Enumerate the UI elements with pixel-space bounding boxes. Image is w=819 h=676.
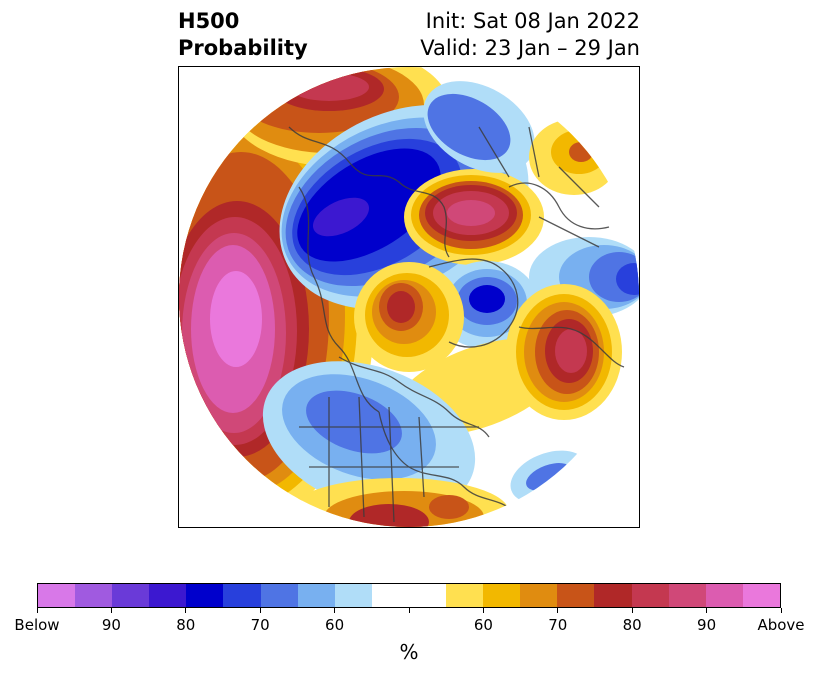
colorbar — [37, 583, 781, 608]
colorbar-segment — [260, 584, 298, 607]
colorbar-tick-label: 90 — [697, 616, 717, 634]
colorbar-tick-label: 80 — [176, 616, 196, 634]
scandinavia-above-anomaly — [529, 119, 619, 195]
colorbar-segment — [520, 584, 558, 607]
colorbar-tick — [185, 608, 187, 613]
colorbar-tick — [706, 608, 708, 613]
colorbar-tick-label: Below — [14, 616, 60, 634]
valid-range: Valid: 23 Jan – 29 Jan — [420, 36, 640, 60]
colorbar-tick — [334, 608, 336, 613]
colorbar-segment — [297, 584, 335, 607]
init-date: Init: Sat 08 Jan 2022 — [425, 9, 640, 33]
probability-map-svg — [179, 67, 639, 527]
colorbar-segment — [112, 584, 150, 607]
colorbar-tick — [259, 608, 261, 613]
colorbar-segment — [668, 584, 706, 607]
colorbar-tick — [557, 608, 559, 613]
colorbar-tick-label: 70 — [250, 616, 270, 634]
colorbar-segment — [186, 584, 224, 607]
polar-map — [178, 66, 640, 528]
colorbar-segment — [334, 584, 372, 607]
colorbar-tick-label: 60 — [325, 616, 345, 634]
colorbar-tick-label: 70 — [548, 616, 568, 634]
colorbar-segment — [75, 584, 113, 607]
coastlines — [288, 126, 625, 523]
colorbar-tick-label: 60 — [473, 616, 493, 634]
colorbar-segment — [446, 584, 484, 607]
colorbar-segment — [742, 584, 780, 607]
colorbar-tick — [631, 608, 633, 613]
colorbar-tick-label: 90 — [101, 616, 121, 634]
colorbar-segment — [631, 584, 669, 607]
colorbar-tick — [110, 608, 112, 613]
colorbar-tick-label: 80 — [622, 616, 642, 634]
forecast-dates: Init: Sat 08 Jan 2022 Valid: 23 Jan – 29… — [420, 8, 640, 62]
colorbar-segment — [594, 584, 632, 607]
colorbar-unit: % — [399, 640, 419, 664]
colorbar-segment — [38, 584, 76, 607]
colorbar-tick-label: Above — [757, 616, 805, 634]
colorbar-segment — [149, 584, 187, 607]
colorbar-tick — [36, 608, 38, 613]
greenland-above-anomaly — [354, 262, 464, 372]
colorbar-tick — [408, 608, 410, 613]
colorbar-segment — [223, 584, 261, 607]
colorbar-tick — [482, 608, 484, 613]
colorbar-tick — [780, 608, 782, 613]
colorbar-segment — [705, 584, 743, 607]
title-line-2: Probability — [178, 36, 308, 60]
colorbar-segment — [371, 584, 409, 607]
colorbar-segment — [408, 584, 447, 607]
colorbar-segment — [557, 584, 595, 607]
title-line-1: H500 — [178, 9, 240, 33]
east-asia-above-anomaly — [506, 284, 622, 420]
colorbar-segment — [483, 584, 521, 607]
chart-title: H500 Probability — [178, 8, 308, 62]
